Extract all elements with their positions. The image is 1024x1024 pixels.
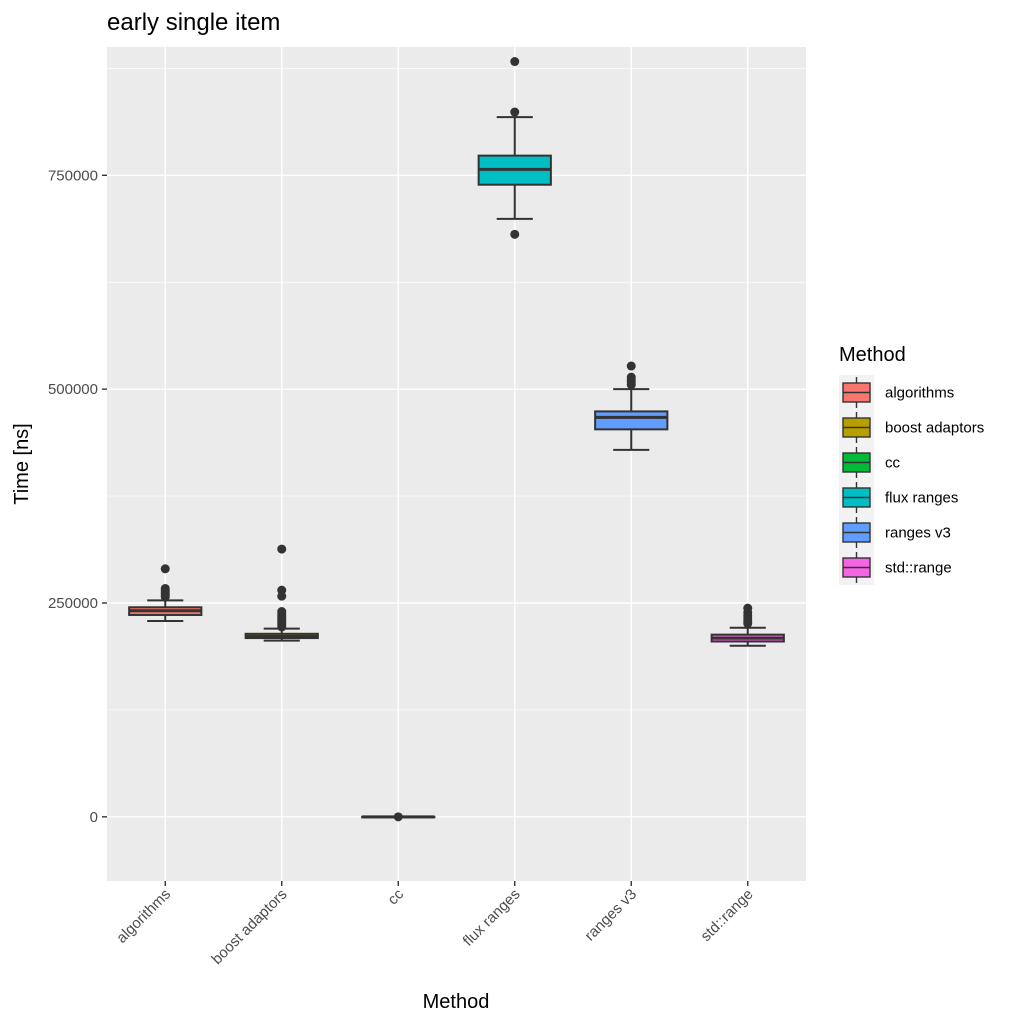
x-tick-label: cc — [384, 885, 407, 908]
x-tick-label: ranges v3 — [581, 886, 640, 945]
outlier-point — [626, 372, 636, 382]
chart-title: early single item — [107, 9, 280, 36]
outlier-point — [277, 585, 287, 595]
x-tick-label: boost adaptors — [208, 886, 290, 968]
box-std-range — [710, 603, 785, 647]
box-iqr — [594, 410, 669, 431]
x-tick-label: flux ranges — [460, 886, 524, 950]
legend-item-ranges-v3: ranges v3 — [839, 515, 951, 550]
outlier-point — [160, 564, 170, 574]
legend-item-boost-adaptors: boost adaptors — [839, 410, 984, 445]
box-flux-ranges — [477, 57, 552, 239]
y-tick-label: 250000 — [48, 595, 98, 612]
outlier-point — [510, 57, 520, 67]
legend-item-flux-ranges: flux ranges — [839, 480, 958, 515]
plot-panel — [107, 47, 806, 881]
legend-label: algorithms — [885, 385, 954, 402]
y-axis-title: Time [ns] — [11, 423, 33, 505]
legend-label: std::range — [885, 560, 952, 577]
y-axis: 0 250000 500000 750000 — [48, 167, 107, 826]
y-tick-label: 500000 — [48, 381, 98, 398]
legend-item-algorithms: algorithms — [839, 375, 954, 410]
box-algorithms — [128, 564, 203, 622]
box-ranges-v3 — [594, 361, 669, 451]
legend-label: cc — [885, 455, 901, 472]
box-series — [128, 57, 785, 822]
outlier-point — [626, 361, 636, 371]
legend: Method algorithms boost adaptors cc flux ra… — [839, 344, 984, 585]
outlier-point — [510, 107, 520, 117]
x-axis-title: Method — [423, 991, 490, 1013]
box-cc — [361, 812, 436, 822]
legend-label: flux ranges — [885, 490, 958, 507]
outlier-point — [277, 544, 287, 554]
outlier-point — [160, 583, 170, 593]
box-boost-adaptors — [244, 544, 319, 642]
legend-title: Method — [839, 344, 906, 366]
outlier-point — [510, 229, 520, 239]
x-tick-label: algorithms — [113, 886, 174, 947]
y-tick-label: 0 — [90, 809, 98, 826]
y-tick-label: 750000 — [48, 167, 98, 184]
legend-item-cc: cc — [839, 445, 901, 480]
legend-label: boost adaptors — [885, 420, 984, 437]
x-tick-label: std::range — [697, 886, 756, 945]
outlier-point — [393, 812, 403, 822]
x-axis: algorithms boost adaptors cc flux ranges ran… — [113, 881, 757, 968]
outlier-point — [277, 607, 287, 617]
outlier-point — [743, 603, 753, 613]
legend-item-std-range: std::range — [839, 550, 952, 585]
legend-label: ranges v3 — [885, 525, 951, 542]
